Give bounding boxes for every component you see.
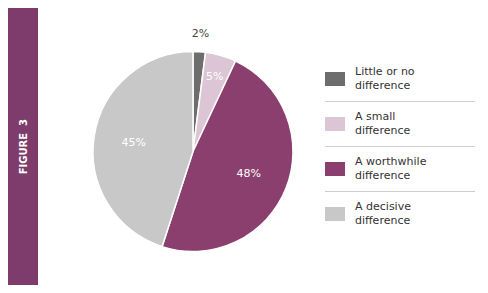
html-text:FIGURE 3: FIGURE 3 xyxy=(17,118,29,175)
html-text:A small difference: A small difference xyxy=(355,110,411,137)
svg-text:48%: 48% xyxy=(237,167,261,180)
svg-text:2%: 2% xyxy=(192,27,209,40)
html-text:Little or no difference: Little or no difference xyxy=(355,65,415,92)
html-text:A decisive difference: A decisive difference xyxy=(355,200,411,227)
html-text:A worthwhile difference: A worthwhile difference xyxy=(355,155,427,182)
svg-text:45%: 45% xyxy=(122,136,146,149)
svg-text:5%: 5% xyxy=(206,70,223,83)
